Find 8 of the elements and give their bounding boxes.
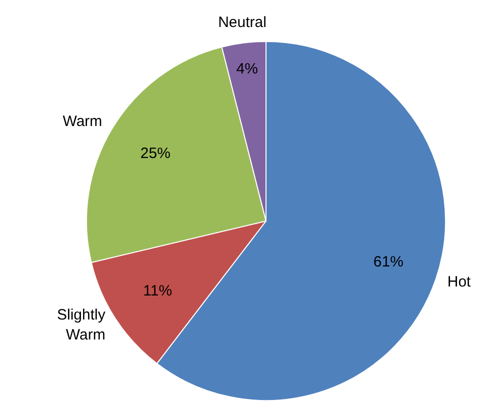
slice-label: Warm (62, 112, 102, 130)
slice-label: Slightly Warm (56, 306, 106, 344)
slice-label: Hot (447, 274, 472, 291)
slice-label: Neutral (218, 14, 266, 32)
data-label: 61% (373, 254, 404, 271)
data-label: 25% (140, 145, 170, 162)
data-label: 11% (143, 282, 172, 300)
data-label: 4% (236, 60, 258, 78)
